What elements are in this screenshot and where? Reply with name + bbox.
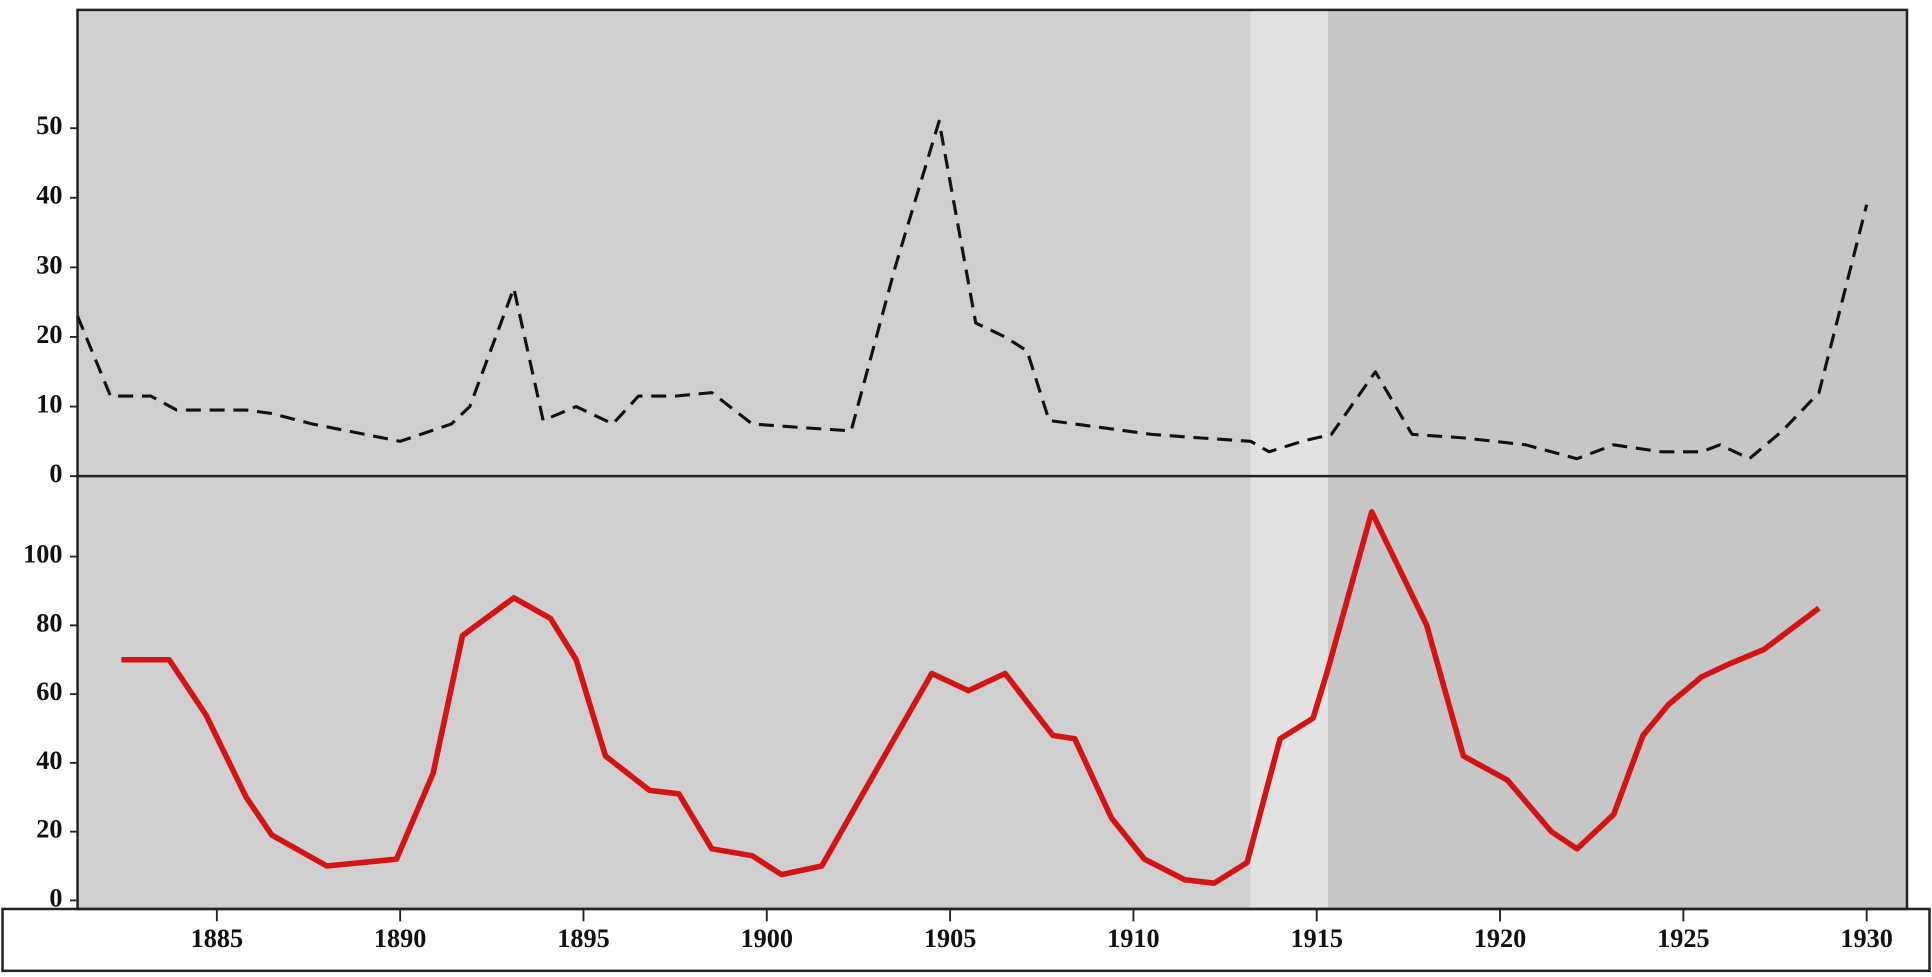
y-tick-label: 30	[36, 250, 62, 279]
x-tick-label: 1910	[1107, 924, 1160, 953]
x-tick-label: 1900	[741, 924, 794, 953]
x-tick-label: 1925	[1657, 924, 1710, 953]
x-tick-label: 1890	[374, 924, 427, 953]
y-tick-label: 10	[36, 390, 62, 419]
data-line	[76, 119, 1869, 461]
x-tick-label: 1885	[191, 924, 244, 953]
y-tick-label: 50	[36, 111, 62, 140]
y-tick-label: 40	[36, 181, 62, 210]
y-tick-label: 20	[36, 815, 62, 844]
axis-frame	[1, 907, 1931, 973]
x-tick-label: 1905	[924, 924, 977, 953]
y-tick-label: 40	[36, 746, 62, 775]
plot-background-shade	[1328, 9, 1907, 909]
y-tick-label: 60	[36, 677, 62, 706]
x-tick-label: 1920	[1474, 924, 1527, 953]
data-line	[121, 509, 1821, 886]
y-tick-label: 100	[23, 540, 62, 569]
y-tick-label: 0	[49, 459, 62, 488]
y-tick-label: 20	[36, 320, 62, 349]
x-tick-label: 1930	[1840, 924, 1893, 953]
x-tick-label: 1895	[557, 924, 610, 953]
x-tick-label: 1915	[1290, 924, 1343, 953]
page-glare	[1250, 9, 1329, 909]
y-tick-label: 80	[36, 608, 62, 637]
y-tick-label: 0	[49, 883, 62, 912]
